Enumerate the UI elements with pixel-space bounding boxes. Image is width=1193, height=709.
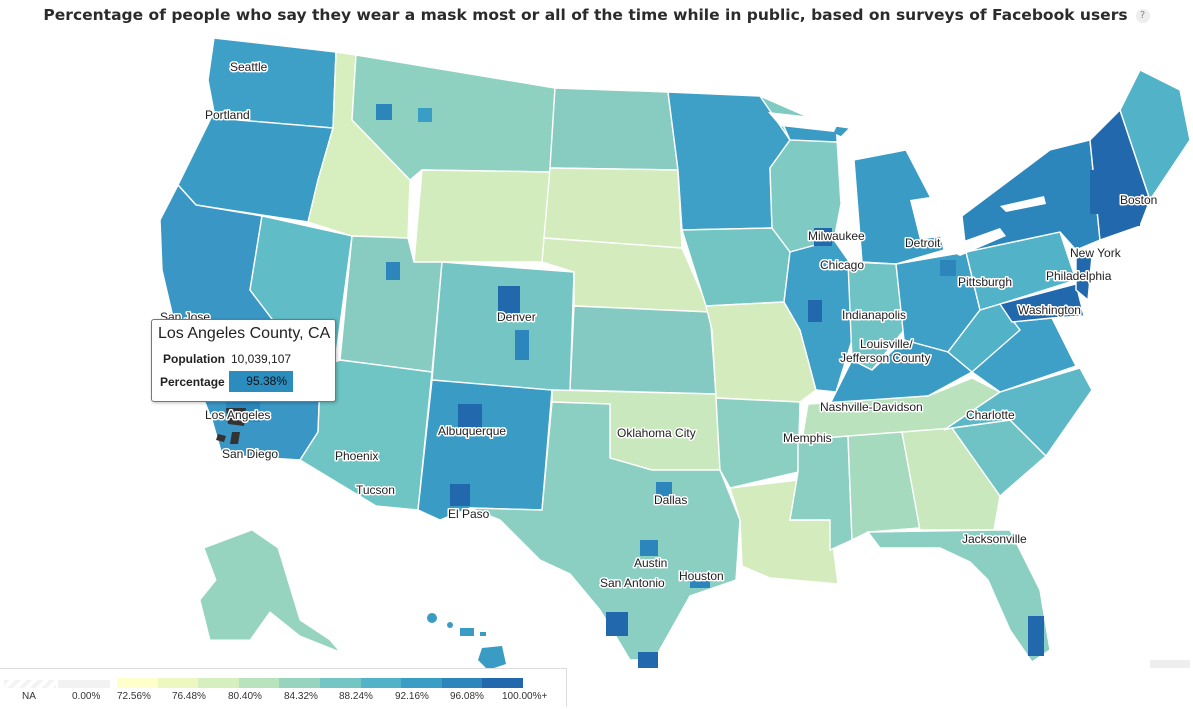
legend-label: 0.00% — [72, 691, 101, 702]
city-label: Pittsburgh — [958, 275, 1012, 289]
city-label: Indianapolis — [842, 308, 906, 322]
legend-label: 76.48% — [172, 691, 206, 702]
legend-color-step — [482, 678, 523, 688]
legend-color-step — [198, 678, 239, 688]
legend-color-step — [279, 678, 320, 688]
city-label: Charlotte — [966, 408, 1015, 422]
city-label: Phoenix — [335, 449, 378, 463]
legend-label: NA — [22, 691, 36, 702]
hawaii — [427, 613, 506, 670]
city-label: Dallas — [654, 493, 687, 507]
city-label: New York — [1070, 246, 1122, 260]
city-label: Boston — [1120, 193, 1157, 207]
tooltip-county-name: Los Angeles County, CA — [158, 325, 331, 342]
help-icon[interactable]: ? — [1135, 8, 1150, 23]
la-county-highlight — [216, 408, 246, 444]
city-label: Washington — [1018, 303, 1081, 317]
city-label: Philadelphia — [1046, 269, 1112, 283]
legend-label: 88.24% — [339, 691, 373, 702]
na-hatch-mark — [1150, 660, 1190, 668]
tooltip-population-value: 10,039,107 — [231, 352, 292, 366]
county-tooltip: Los Angeles County, CA Population 10,039… — [151, 319, 336, 402]
city-label: Los Angeles — [205, 408, 270, 422]
color-legend: NA 0.00% 72.56% 76.48% 80.40% 84.32% 88.… — [0, 668, 567, 707]
city-label: Milwaukee — [808, 229, 865, 243]
city-label: San Antonio — [600, 576, 665, 590]
city-label: Louisville/ — [860, 337, 913, 351]
legend-label: 72.56% — [117, 691, 151, 702]
map-title: Percentage of people who say they wear a… — [0, 6, 1193, 24]
city-label: Jefferson County — [840, 351, 931, 365]
great-lakes — [768, 112, 1046, 256]
legend-na-swatch — [4, 680, 56, 688]
tooltip-population-label: Population — [163, 352, 225, 366]
city-label: Memphis — [783, 431, 832, 445]
city-labels: Seattle Portland San Jose Los Angeles Sa… — [159, 59, 1159, 592]
city-label: Oklahoma City — [617, 426, 696, 440]
city-label: Denver — [497, 310, 536, 324]
city-label: Tucson — [356, 483, 395, 497]
legend-label: 96.08% — [450, 691, 484, 702]
alaska — [199, 529, 341, 653]
legend-color-step — [157, 678, 199, 688]
city-label: Seattle — [230, 60, 268, 74]
city-label: Nashville-Davidson — [820, 400, 923, 414]
legend-label: 80.40% — [228, 691, 262, 702]
city-label: Detroit — [905, 236, 941, 250]
legend-color-step — [319, 678, 361, 688]
legend-color-step — [401, 678, 442, 688]
legend-label: 92.16% — [395, 691, 429, 702]
legend-color-scale — [117, 678, 523, 688]
city-label: Jacksonville — [962, 532, 1027, 546]
tooltip-percentage-label: Percentage — [160, 375, 225, 389]
legend-color-step — [360, 678, 402, 688]
legend-label: 84.32% — [284, 691, 318, 702]
state-shapes — [159, 37, 1191, 663]
city-label: Chicago — [820, 258, 864, 272]
legend-color-step — [441, 678, 483, 688]
city-label: Albuquerque — [438, 424, 506, 438]
city-label: San Diego — [222, 447, 278, 461]
legend-zero-swatch — [58, 680, 110, 688]
city-label: Austin — [634, 556, 667, 570]
legend-label: 100.00%+ — [502, 691, 548, 702]
legend-color-step — [117, 678, 158, 688]
legend-color-step — [238, 678, 280, 688]
tooltip-percentage-value: 95.38% — [229, 371, 293, 392]
city-label: Houston — [679, 569, 724, 583]
city-label: El Paso — [448, 507, 490, 521]
city-label: Portland — [205, 108, 250, 122]
